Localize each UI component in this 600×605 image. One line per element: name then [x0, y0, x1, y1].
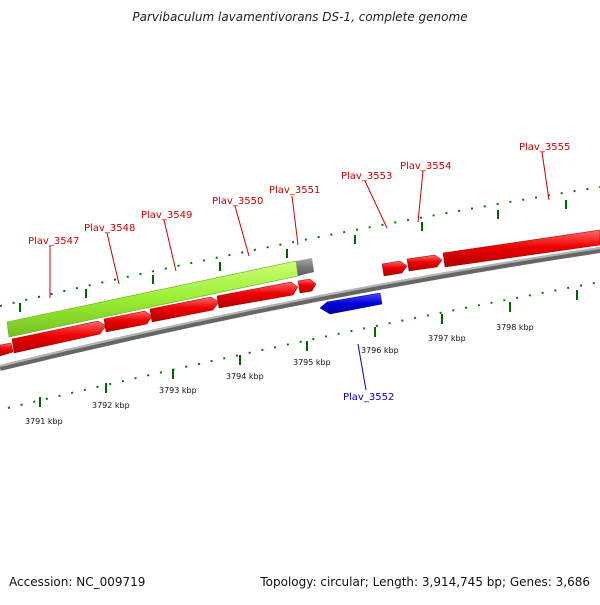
gene-label-plav3551: Plav_3551	[269, 185, 320, 196]
scale-labels: 3791 kbp 3792 kbp 3793 kbp 3794 kbp 3795…	[25, 323, 534, 426]
gene-label-leader-reverse	[357, 343, 367, 391]
upper-scale-ticks	[19, 200, 567, 312]
gene-label-plav3550: Plav_3550	[212, 196, 263, 207]
gene-label-plav3555: Plav_3555	[519, 142, 570, 153]
gene-arrow-plav3551	[297, 278, 317, 294]
gene-labels: Plav_3547 Plav_3548 Plav_3549 Plav_3550 …	[28, 142, 570, 247]
scale-label: 3792 kbp	[92, 401, 130, 410]
gene-arrow-partial	[0, 342, 14, 357]
highlight-region-end	[296, 258, 314, 276]
scale-label: 3798 kbp	[496, 323, 534, 332]
gene-label-plav3548: Plav_3548	[84, 223, 135, 234]
scale-label: 3794 kbp	[226, 372, 264, 381]
gene-arrow-plav3547	[11, 320, 107, 354]
gene-label-plav3549: Plav_3549	[141, 210, 192, 221]
gene-arrow-plav3555	[442, 229, 600, 268]
gene-label-plav3547: Plav_3547	[28, 236, 79, 247]
gene-arrow-plav3548	[103, 310, 153, 333]
gene-label-plav3553: Plav_3553	[341, 171, 392, 182]
genome-summary: Topology: circular; Length: 3,914,745 bp…	[260, 575, 590, 589]
scale-label: 3796 kbp	[361, 346, 399, 355]
lower-tick-band	[7, 281, 600, 409]
scale-ticks	[39, 290, 578, 407]
gene-arrow-plav3549	[149, 296, 220, 323]
gene-label-plav3552: Plav_3552	[343, 392, 394, 403]
genome-backbone	[0, 247, 600, 371]
gene-arrow-plav3550	[216, 281, 299, 309]
scale-label: 3797 kbp	[428, 334, 466, 343]
accession-text: Accession: NC_009719	[9, 575, 146, 589]
scale-label: 3793 kbp	[159, 386, 197, 395]
forward-genes	[0, 229, 600, 357]
scale-label: 3791 kbp	[25, 417, 63, 426]
gene-arrow-plav3554	[406, 254, 443, 272]
map-title: Parvibaculum lavamentivorans DS-1, compl…	[132, 10, 468, 24]
gene-label-plav3554: Plav_3554	[400, 161, 451, 172]
scale-label: 3795 kbp	[293, 358, 331, 367]
gene-label-leaders	[49, 151, 550, 298]
gene-arrow-plav3552	[319, 292, 383, 315]
gene-arrow-plav3553	[381, 260, 408, 277]
